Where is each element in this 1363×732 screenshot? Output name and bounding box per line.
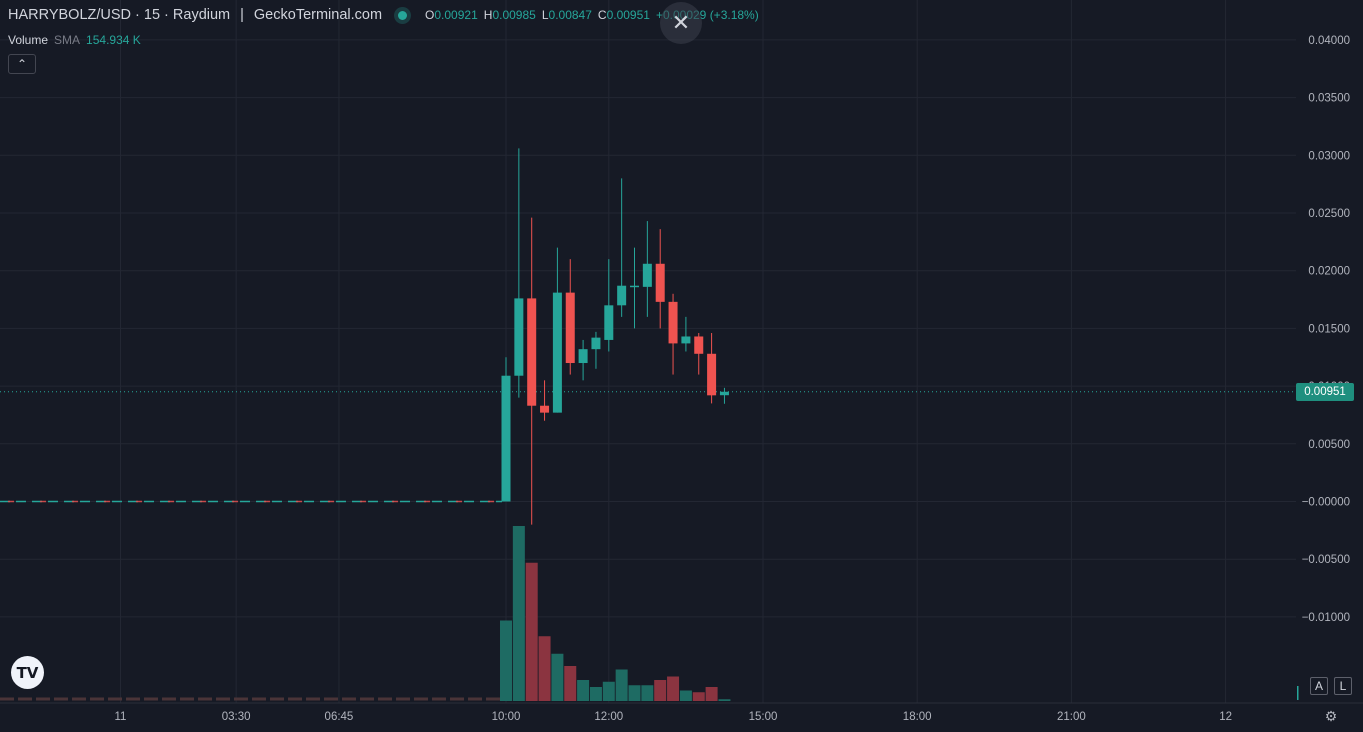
price-tick-label: −0.01000 [1302,612,1350,624]
volume-bar [512,526,525,701]
price-tick-label: −0.00000 [1302,497,1350,509]
time-tick-label: 03:30 [222,711,251,723]
volume-bar [667,676,680,701]
candle-body [694,336,704,354]
source-name: GeckoTerminal.com [253,7,383,23]
symbol-title[interactable]: HARRYBOLZ/USD · 15 · Raydium [8,7,231,23]
volume-bar [538,636,551,701]
ohlc-item: O0.00921 [425,8,478,22]
candle-body [707,353,717,396]
price-tick-label: 0.03500 [1308,93,1350,105]
volume-bar [525,562,538,701]
price-tick-label: 0.00500 [1308,439,1350,451]
price-tick-label: 0.03000 [1308,150,1350,162]
price-tick-label: 0.01500 [1308,323,1350,335]
candle-body [655,263,665,302]
volume-bar [500,620,512,701]
ohlc-key: H [483,8,493,22]
title-separator: | [240,7,244,23]
ohlc-item: L0.00847 [542,8,592,22]
ohlc-value: 0.00847 [548,8,592,22]
volume-bar [615,669,628,701]
volume-bar [718,699,731,701]
ohlc-value: 0.00921 [434,8,478,22]
candle-body [514,298,524,376]
volume-bar [564,666,577,701]
time-tick-label: 21:00 [1057,711,1086,723]
ohlc-item: C0.00951 [598,8,650,22]
log-scale-button[interactable]: L [1334,677,1352,695]
candle-body [565,292,575,364]
ohlc-value: 0.00951 [606,8,650,22]
candle-body [552,292,562,413]
candle-body [540,405,550,413]
candle-body [668,301,678,344]
volume-bar [679,690,692,701]
chart-header: HARRYBOLZ/USD · 15 · Raydium | GeckoTerm… [8,7,759,23]
volume-bar [692,692,705,701]
ohlc-item: H0.00985 [484,8,536,22]
ohlc-key: C [597,8,607,22]
price-tick-label: −0.00500 [1302,554,1350,566]
candle-body [604,305,614,340]
volume-bar [589,687,602,701]
candle-body [719,391,729,396]
settings-gear-icon[interactable]: ⚙ [1324,707,1338,724]
close-icon[interactable]: ✕ [660,2,702,44]
volume-bar [551,653,564,701]
current-price-label: 0.00951 [1296,383,1354,401]
time-tick-label: 06:45 [325,711,354,723]
volume-bar [705,687,718,701]
time-tick-label: 12 [1219,711,1232,723]
volume-scale-marker [1297,686,1299,700]
candle-body [527,298,537,406]
time-tick-label: 18:00 [903,711,932,723]
time-tick-label: 10:00 [492,711,521,723]
volume-legend[interactable]: Volume SMA 154.934 K [8,33,141,47]
time-tick-label: 11 [115,711,127,723]
volume-bar [628,685,641,701]
candle-body [501,375,511,502]
tradingview-logo-icon[interactable]: TV [11,656,44,689]
ohlc-legend: O0.00921 H0.00985 L0.00847 C0.00951 +0.00029… [425,8,759,22]
ohlc-key: O [425,8,435,22]
collapse-legend-button[interactable]: ⌃ [8,54,36,74]
candle-body [578,349,588,364]
ohlc-value: 0.00985 [492,8,536,22]
volume-bar [577,680,590,701]
candle-body [642,263,652,287]
ohlc-key: L [541,8,549,22]
price-tick-label: 0.02000 [1308,266,1350,278]
time-tick-label: 15:00 [749,711,778,723]
auto-scale-button[interactable]: A [1310,677,1328,695]
time-tick-label: 12:00 [594,711,623,723]
price-tick-label: 0.04000 [1308,35,1350,47]
volume-value: 154.934 K [86,33,141,47]
volume-label: Volume [8,33,49,47]
price-tick-label: 0.02500 [1308,208,1350,220]
candle-body [630,285,639,288]
candle-body [591,337,601,350]
candle-body [681,336,691,344]
candle-body [617,285,627,306]
market-status-icon [398,10,408,20]
volume-sma-label: SMA [54,33,81,47]
volume-bar [641,685,654,701]
volume-bar [654,680,667,701]
volume-bar [602,681,615,701]
